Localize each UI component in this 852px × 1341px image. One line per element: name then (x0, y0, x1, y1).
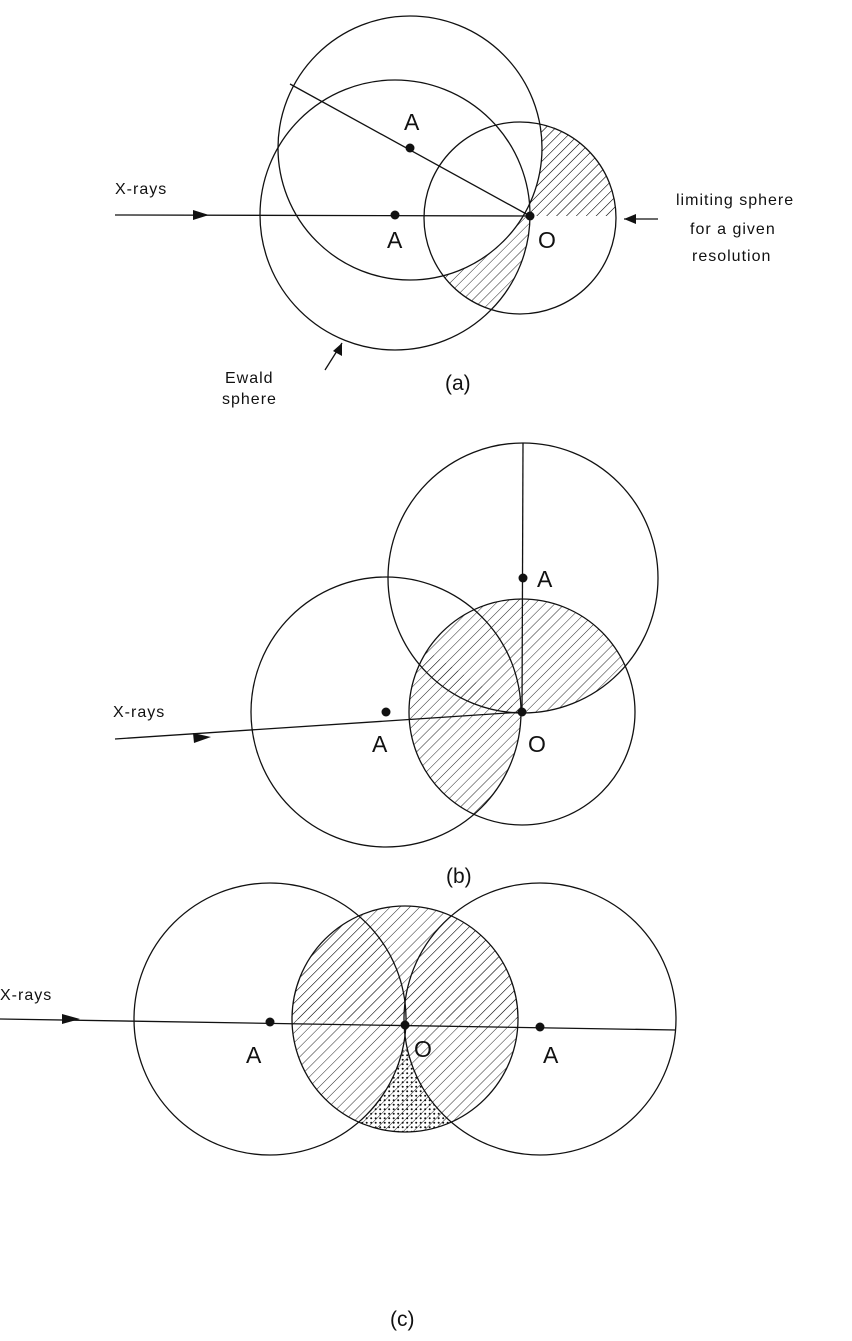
panel-c-xray-label: X-rays (0, 987, 52, 1004)
panel-a-origin-dot (525, 211, 535, 221)
panel-c-center-right-label: A (543, 1042, 559, 1068)
panel-b-caption: (b) (446, 865, 472, 888)
panel-b-center-upper-dot (518, 573, 528, 583)
panel-a-limiting-label-1: limiting sphere (676, 192, 794, 209)
panel-b-center-left-label: A (372, 731, 388, 757)
panel-c-xray-beam (0, 1018, 677, 1031)
panel-c: X-rays A A O (c) (0, 882, 677, 1331)
panel-c-origin-label: O (414, 1036, 432, 1062)
panel-c-ewald-sphere-right (403, 882, 677, 1156)
panel-a-center-lower-label: A (387, 227, 403, 253)
panel-a-center-lower-dot (390, 210, 400, 220)
panel-b-hatched-left-wedge (410, 640, 521, 712)
panel-a-limiting-label-3: resolution (692, 248, 771, 265)
panel-b-xray-beam (114, 711, 523, 740)
panel-c-caption: (c) (390, 1308, 415, 1331)
panel-b: X-rays A A O (b) (113, 442, 659, 888)
panel-a-origin-label: O (538, 227, 556, 253)
panel-a-ewald-label-2: sphere (222, 391, 277, 408)
panel-a-limiting-sphere (423, 121, 617, 315)
panel-b-center-upper-label: A (537, 566, 553, 592)
panel-c-ewald-sphere-left (133, 882, 407, 1156)
panel-a-limiting-pointer-head (624, 214, 636, 224)
panel-b-beam-arrow (193, 733, 211, 743)
panel-a-ewald-pointer-head (333, 343, 342, 356)
panel-a-ewald-label-1: Ewald (225, 370, 274, 387)
panel-b-origin-label: O (528, 731, 546, 757)
panel-a-xray-label: X-rays (115, 181, 167, 198)
panel-b-center-left-dot (381, 707, 391, 717)
panel-b-xray-label: X-rays (113, 704, 165, 721)
panel-c-limiting-sphere (291, 905, 519, 1133)
panel-a-limiting-label-2: for a given (690, 221, 776, 238)
panel-c-center-left-label: A (246, 1042, 262, 1068)
panel-c-center-left-dot (265, 1017, 275, 1027)
panel-a-center-upper-dot (405, 143, 415, 153)
panel-a-center-upper-label: A (404, 109, 420, 135)
panel-c-center-right-dot (535, 1022, 545, 1032)
panel-a-caption: (a) (445, 372, 471, 395)
panel-c-beam-arrow (62, 1014, 80, 1024)
panel-b-hatched-lower (409, 712, 521, 825)
panel-a-xray-beam (114, 214, 531, 217)
panel-c-origin-dot (400, 1020, 410, 1030)
panel-a-beam-arrow (193, 210, 209, 220)
panel-b-origin-dot (517, 707, 527, 717)
